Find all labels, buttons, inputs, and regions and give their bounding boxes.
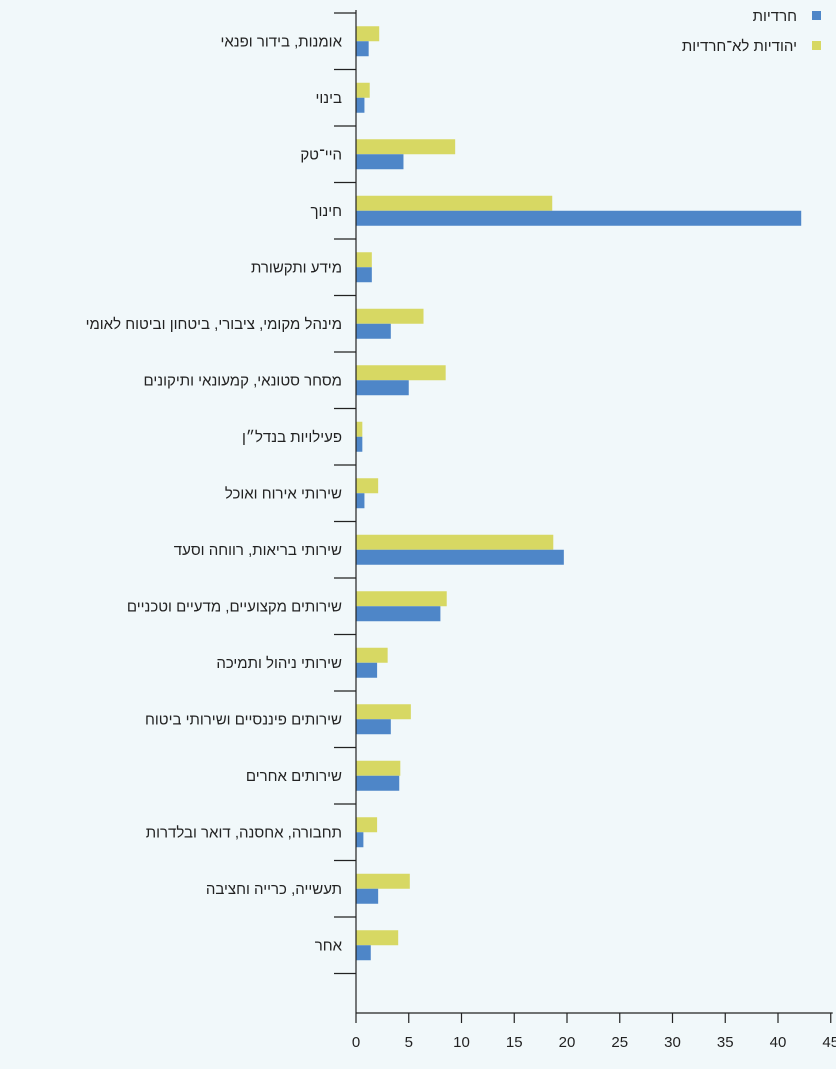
category-labels: אומנות, בידור ופנאי בינוי היי־טק חינוך מידע …: [86, 33, 343, 954]
bar-haredi: [356, 832, 364, 848]
bar-non-haredi: [356, 26, 380, 42]
bar-non-haredi: [356, 308, 424, 324]
category-label: שירותים אחרים: [246, 768, 342, 785]
legend: חרדיות יהודיות לא־חרדיות: [682, 8, 821, 55]
bar-non-haredi: [356, 365, 446, 381]
x-tick-label: 15: [506, 1034, 523, 1051]
bar-haredi: [356, 493, 365, 509]
bar-non-haredi: [356, 930, 399, 946]
bar-non-haredi: [356, 139, 456, 155]
bar-non-haredi: [356, 760, 401, 776]
bar-haredi: [356, 41, 369, 57]
category-label: מסחר סטונאי, קמעונאי ותיקונים: [143, 372, 342, 389]
bar-non-haredi: [356, 195, 553, 211]
legend-label-haredi: חרדיות: [753, 8, 797, 25]
legend-swatch-non-haredi: [812, 41, 821, 50]
bar-haredi: [356, 606, 441, 622]
bar-non-haredi: [356, 82, 370, 98]
bar-haredi: [356, 888, 379, 904]
bar-non-haredi: [356, 647, 388, 663]
bar-haredi: [356, 719, 391, 735]
bar-haredi: [356, 97, 365, 113]
bar-non-haredi: [356, 817, 378, 833]
bar-non-haredi: [356, 478, 379, 494]
category-label: חינוך: [310, 203, 342, 220]
category-label: שירותי ניהול ותמיכה: [216, 655, 342, 672]
category-label: היי־טק: [300, 146, 342, 163]
x-tick-label: 20: [559, 1034, 576, 1051]
x-tick-label: 40: [770, 1034, 787, 1051]
x-tick-labels: 0 5 10 15 20 25 30 35 40 45: [352, 1034, 836, 1051]
axes: [334, 10, 833, 1023]
legend-label-non-haredi: יהודיות לא־חרדיות: [682, 38, 797, 55]
category-label: מינהל מקומי, ציבורי, ביטחון וביטוח לאומי: [86, 316, 342, 333]
category-label: אחר: [315, 937, 343, 954]
category-label: שירותים פיננסיים ושירותי ביטוח: [145, 711, 342, 728]
category-label: תחבורה, אחסנה, דואר ובלדרות: [146, 824, 342, 841]
bar-non-haredi: [356, 873, 410, 889]
x-tick-label: 30: [664, 1034, 681, 1051]
category-label: שירותי אירוח ואוכל: [225, 485, 342, 502]
x-tick-label: 45: [822, 1034, 836, 1051]
bar-non-haredi: [356, 421, 363, 437]
legend-swatch-haredi: [812, 11, 821, 20]
category-label: אומנות, בידור ופנאי: [220, 33, 342, 50]
bar-haredi: [356, 210, 802, 226]
category-label: בינוי: [316, 90, 343, 107]
bar-non-haredi: [356, 591, 447, 607]
bar-haredi: [356, 945, 371, 961]
bars-layer: [356, 26, 802, 961]
category-label: שירותים מקצועיים, מדעיים וטכניים: [127, 598, 342, 615]
x-tick-label: 10: [453, 1034, 470, 1051]
x-tick-label: 5: [405, 1034, 413, 1051]
x-tick-label: 0: [352, 1034, 360, 1051]
x-tick-label: 35: [717, 1034, 734, 1051]
category-label: פעילויות בנדל״ן: [242, 429, 342, 446]
bar-haredi: [356, 549, 564, 565]
bar-haredi: [356, 323, 391, 339]
category-label: מידע ותקשורת: [251, 259, 342, 276]
x-tick-label: 25: [611, 1034, 628, 1051]
bar-haredi: [356, 154, 404, 170]
bar-haredi: [356, 775, 400, 791]
bar-haredi: [356, 380, 409, 396]
bar-non-haredi: [356, 534, 554, 550]
category-label: שירותי בריאות, רווחה וסעד: [174, 542, 342, 559]
bar-haredi: [356, 662, 378, 678]
category-label: תעשייה, כרייה וחציבה: [206, 881, 342, 898]
bar-haredi: [356, 436, 363, 452]
bar-non-haredi: [356, 704, 411, 720]
bar-haredi: [356, 267, 372, 283]
bar-non-haredi: [356, 252, 372, 268]
